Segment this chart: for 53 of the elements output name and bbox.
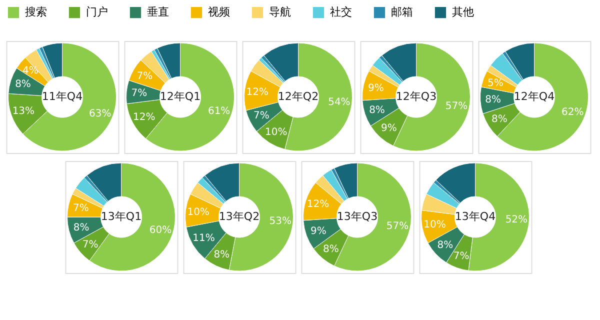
data-label: 8% xyxy=(214,249,230,260)
data-label: 7% xyxy=(73,203,89,214)
data-label: 8% xyxy=(73,222,90,234)
legend-label: 垂直 xyxy=(147,6,169,19)
data-label: 11% xyxy=(192,233,215,244)
text: 13年Q1 xyxy=(100,210,142,223)
data-label: 12% xyxy=(246,86,268,98)
data-label: 8% xyxy=(485,94,502,106)
text: 13年Q2 xyxy=(218,210,260,223)
data-label: 52% xyxy=(505,214,528,226)
data-label: 7% xyxy=(136,70,153,82)
data-label: 10% xyxy=(424,220,446,231)
data-label: 60% xyxy=(149,224,172,236)
data-label: 8% xyxy=(437,240,454,252)
legend-label: 社交 xyxy=(330,6,352,19)
legend-label: 其他 xyxy=(452,6,474,19)
text: 12年Q1 xyxy=(160,90,201,103)
legend-label: 搜索 xyxy=(25,6,47,19)
text: 12年Q3 xyxy=(396,90,437,103)
legend-label: 视频 xyxy=(208,6,230,19)
data-label: 13% xyxy=(12,106,35,117)
text: 12年Q2 xyxy=(278,90,319,103)
data-label: 61% xyxy=(208,106,230,117)
text: 12年Q4 xyxy=(514,90,555,103)
text: 13年Q4 xyxy=(454,210,496,223)
data-label: 57% xyxy=(445,101,468,112)
data-label: 9% xyxy=(381,122,397,134)
donut-slice xyxy=(372,57,402,86)
data-label: 8% xyxy=(369,104,385,116)
data-label: 9% xyxy=(368,83,384,94)
text: 11年Q4 xyxy=(42,90,83,103)
data-label: 8% xyxy=(15,79,31,90)
data-label: 54% xyxy=(328,97,350,108)
data-label: 7% xyxy=(82,239,98,250)
data-label: 5% xyxy=(487,78,504,90)
data-label: 12% xyxy=(132,112,156,123)
data-label: 10% xyxy=(265,126,288,138)
text: 13年Q3 xyxy=(336,210,378,223)
data-label: 7% xyxy=(453,250,470,262)
legend-label: 邮箱 xyxy=(391,6,413,19)
data-label: 8% xyxy=(491,114,508,126)
data-label: 57% xyxy=(386,221,409,232)
data-label: 10% xyxy=(187,206,210,218)
data-label: 7% xyxy=(254,110,270,122)
data-label: 7% xyxy=(131,88,148,100)
data-label: 53% xyxy=(269,216,292,227)
legend-label: 门户 xyxy=(86,6,108,19)
data-label: 8% xyxy=(323,244,339,255)
data-label: 9% xyxy=(310,226,326,237)
legend-label: 导航 xyxy=(269,6,291,19)
data-label: 62% xyxy=(561,107,584,118)
data-label: 12% xyxy=(306,199,330,210)
data-label: 63% xyxy=(89,108,112,120)
